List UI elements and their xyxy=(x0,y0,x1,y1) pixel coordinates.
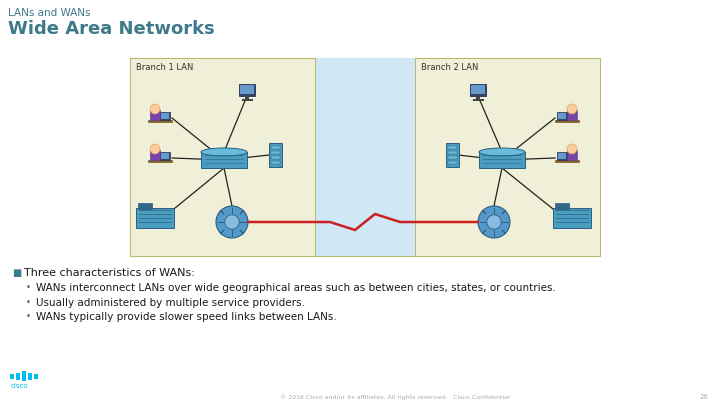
Bar xyxy=(558,153,566,159)
Bar xyxy=(415,58,600,256)
Bar xyxy=(245,96,249,99)
Bar xyxy=(448,151,456,154)
Bar xyxy=(271,146,279,149)
Circle shape xyxy=(567,144,577,154)
Text: •: • xyxy=(26,283,31,292)
Bar xyxy=(130,58,315,256)
Text: •: • xyxy=(26,312,31,321)
Bar xyxy=(240,85,253,94)
Bar xyxy=(472,99,484,101)
Bar xyxy=(555,203,569,209)
Text: Usually administered by multiple service providers.: Usually administered by multiple service… xyxy=(36,298,305,308)
Text: Wide Area Networks: Wide Area Networks xyxy=(8,20,215,38)
Bar xyxy=(150,110,160,120)
Text: LANs and WANs: LANs and WANs xyxy=(8,8,91,18)
Bar xyxy=(448,156,456,159)
Circle shape xyxy=(225,215,239,229)
Ellipse shape xyxy=(201,148,247,156)
Bar xyxy=(239,84,256,96)
Circle shape xyxy=(567,104,577,114)
Bar xyxy=(160,112,170,120)
Circle shape xyxy=(216,206,248,238)
Bar xyxy=(138,203,152,209)
Bar xyxy=(271,161,279,164)
Bar xyxy=(315,58,415,256)
Circle shape xyxy=(487,215,501,229)
Text: Branch 2 LAN: Branch 2 LAN xyxy=(421,63,478,72)
Bar xyxy=(472,85,485,94)
Bar xyxy=(557,112,567,120)
Bar xyxy=(10,374,14,379)
Bar xyxy=(150,150,160,160)
Bar xyxy=(555,120,579,122)
Circle shape xyxy=(150,104,160,114)
Text: © 2016 Cisco and/or its affiliates. All rights reserved.   Cisco Confidential: © 2016 Cisco and/or its affiliates. All … xyxy=(280,394,510,400)
Bar xyxy=(130,58,600,256)
Circle shape xyxy=(478,206,510,238)
Bar xyxy=(567,150,577,160)
Bar xyxy=(476,96,480,99)
Bar xyxy=(553,208,591,228)
Bar xyxy=(241,99,253,101)
Bar xyxy=(448,146,456,149)
Bar xyxy=(22,371,26,381)
Bar xyxy=(479,152,525,168)
Text: Three characteristics of WANs:: Three characteristics of WANs: xyxy=(24,268,195,278)
Bar xyxy=(161,113,169,119)
Bar xyxy=(271,156,279,159)
Bar xyxy=(448,161,456,164)
Bar xyxy=(160,152,170,160)
Bar xyxy=(16,373,20,380)
Bar xyxy=(34,374,38,379)
Text: cisco: cisco xyxy=(11,383,29,389)
Bar xyxy=(558,113,566,119)
Bar xyxy=(557,152,567,160)
Text: WANs typically provide slower speed links between LANs.: WANs typically provide slower speed link… xyxy=(36,312,337,322)
Bar xyxy=(148,160,172,162)
Bar xyxy=(201,152,247,168)
Bar xyxy=(271,151,279,154)
Bar xyxy=(446,143,459,167)
Bar xyxy=(555,160,579,162)
Text: Branch 1 LAN: Branch 1 LAN xyxy=(136,63,194,72)
Bar xyxy=(28,373,32,380)
Text: 26: 26 xyxy=(699,394,708,400)
Text: ■: ■ xyxy=(12,268,22,278)
Bar xyxy=(469,84,486,96)
Text: WANs interconnect LANs over wide geographical areas such as between cities, stat: WANs interconnect LANs over wide geograp… xyxy=(36,283,556,293)
Bar xyxy=(269,143,282,167)
Text: •: • xyxy=(26,298,31,307)
Bar xyxy=(148,120,172,122)
Bar xyxy=(161,153,169,159)
Bar xyxy=(567,110,577,120)
Ellipse shape xyxy=(479,148,525,156)
Bar xyxy=(136,208,174,228)
Circle shape xyxy=(150,144,160,154)
